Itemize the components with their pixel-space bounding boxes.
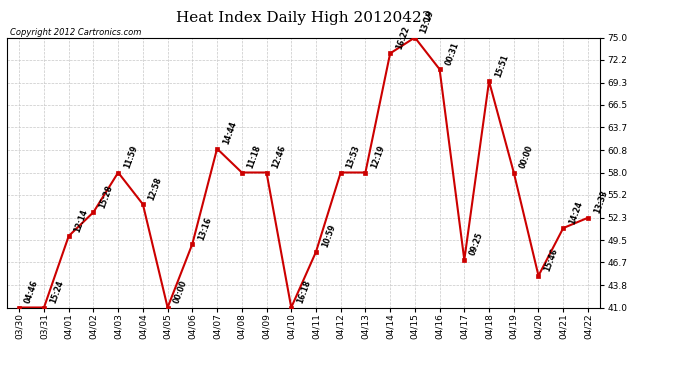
Text: 15:51: 15:51 [493,53,510,78]
Text: 00:00: 00:00 [172,279,188,305]
Text: 11:18: 11:18 [246,144,263,170]
Text: 13:19: 13:19 [419,9,436,35]
Text: 12:46: 12:46 [270,144,288,170]
Text: 13:33: 13:33 [592,189,609,215]
Text: 13:53: 13:53 [345,144,362,170]
Text: 16:18: 16:18 [295,279,312,305]
Text: 00:31: 00:31 [444,41,460,66]
Text: 16:22: 16:22 [394,25,411,51]
Text: 09:25: 09:25 [469,231,485,257]
Text: Copyright 2012 Cartronics.com: Copyright 2012 Cartronics.com [10,28,141,37]
Text: 12:14: 12:14 [73,207,90,233]
Text: 15:24: 15:24 [48,279,65,305]
Text: 04:46: 04:46 [23,279,40,305]
Text: 14:24: 14:24 [567,200,584,225]
Text: 11:59: 11:59 [122,144,139,170]
Text: Heat Index Daily High 20120423: Heat Index Daily High 20120423 [176,11,431,25]
Text: 13:16: 13:16 [197,216,213,241]
Text: 00:00: 00:00 [518,144,535,170]
Text: 12:58: 12:58 [147,176,164,201]
Text: 15:28: 15:28 [97,184,115,209]
Text: 14:44: 14:44 [221,120,238,146]
Text: 15:46: 15:46 [542,248,560,273]
Text: 10:59: 10:59 [320,224,337,249]
Text: 12:19: 12:19 [370,144,386,170]
